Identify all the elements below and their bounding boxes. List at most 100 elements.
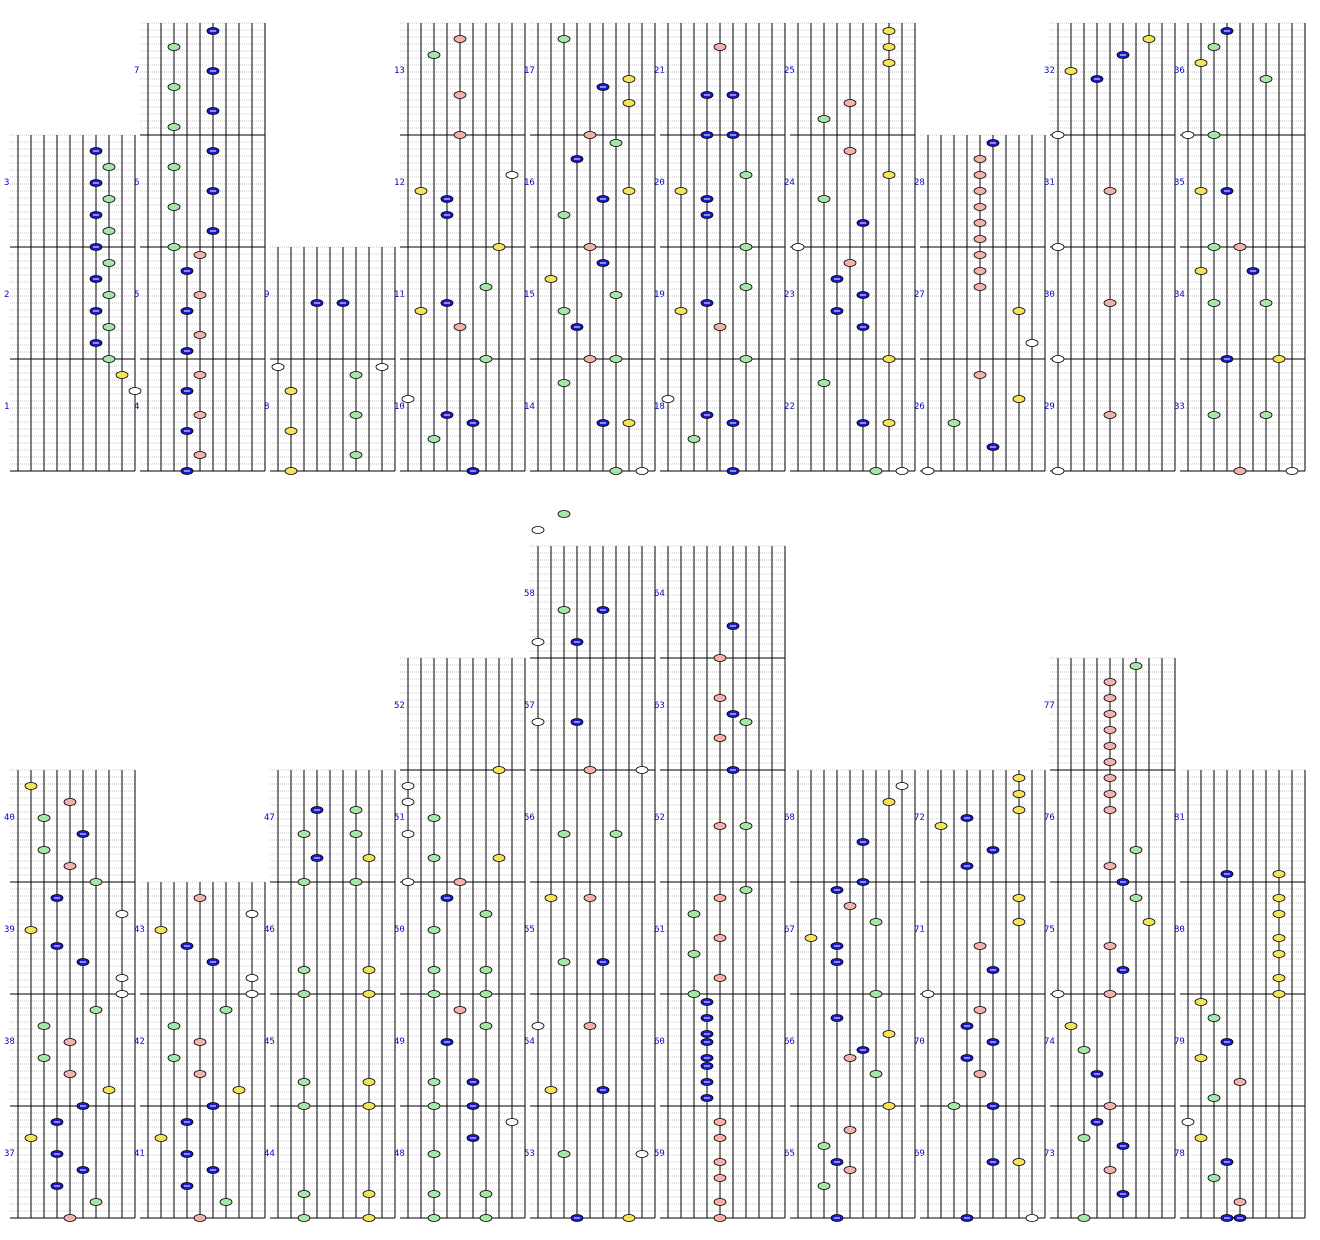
note-green [1207, 243, 1221, 251]
note-green [739, 822, 753, 830]
measure-number: 46 [264, 925, 275, 935]
measure-number: 39 [4, 925, 15, 935]
note-green [479, 1022, 493, 1030]
note-white [1025, 1214, 1039, 1222]
measure-number: 51 [394, 813, 405, 823]
note-yellow [362, 1214, 376, 1222]
note-green [1077, 1214, 1091, 1222]
note-yellow [1142, 918, 1156, 926]
measure-number: 42 [134, 1037, 145, 1047]
note-yellow [1194, 187, 1208, 195]
note-yellow [362, 1190, 376, 1198]
note-yellow [1142, 35, 1156, 43]
note-green [297, 1190, 311, 1198]
note-green [557, 307, 571, 315]
note-yellow [154, 1134, 168, 1142]
measure-number: 12 [394, 178, 405, 188]
note-yellow [622, 187, 636, 195]
note-yellow [1272, 990, 1286, 998]
note-yellow [1272, 894, 1286, 902]
note-green [167, 1054, 181, 1062]
measure-number: 56 [524, 813, 535, 823]
note-yellow [1272, 870, 1286, 878]
note-yellow [284, 427, 298, 435]
note-yellow [882, 171, 896, 179]
note-yellow [544, 1086, 558, 1094]
note-green [479, 1214, 493, 1222]
note-green [687, 990, 701, 998]
note-green [1207, 131, 1221, 139]
note-green [102, 323, 116, 331]
measure-number: 32 [1044, 66, 1055, 76]
note-red [1103, 990, 1117, 998]
measure-number: 5 [134, 290, 139, 300]
note-green [349, 411, 363, 419]
measure-number: 66 [784, 1037, 795, 1047]
note-red [63, 1038, 77, 1046]
note-red [843, 147, 857, 155]
note-white [635, 1150, 649, 1158]
note-white [115, 910, 129, 918]
measure-number: 4 [134, 402, 139, 412]
measure-number: 3 [4, 178, 9, 188]
note-yellow [1194, 1054, 1208, 1062]
note-green [349, 451, 363, 459]
note-yellow [1012, 1158, 1026, 1166]
note-yellow [102, 1086, 116, 1094]
measure-number: 73 [1044, 1149, 1055, 1159]
note-white [531, 1022, 545, 1030]
note-green [739, 718, 753, 726]
note-red [1103, 411, 1117, 419]
note-white [505, 1118, 519, 1126]
note-yellow [674, 307, 688, 315]
note-yellow [1194, 1134, 1208, 1142]
note-green [89, 1006, 103, 1014]
note-red [1103, 710, 1117, 718]
measure-number: 70 [914, 1037, 925, 1047]
note-red [713, 1174, 727, 1182]
measure-number: 77 [1044, 701, 1055, 711]
measure-number: 63 [654, 701, 665, 711]
note-red [63, 862, 77, 870]
note-yellow [882, 27, 896, 35]
measure-number: 61 [654, 925, 665, 935]
measure-number: 37 [4, 1149, 15, 1159]
note-red [193, 894, 207, 902]
measure-number: 49 [394, 1037, 405, 1047]
measure-number: 15 [524, 290, 535, 300]
note-yellow [24, 1134, 38, 1142]
measure-number: 21 [654, 66, 665, 76]
note-green [687, 910, 701, 918]
note-green [427, 854, 441, 862]
note-white [1181, 1118, 1195, 1126]
note-green [427, 1102, 441, 1110]
note-white [1051, 131, 1065, 139]
note-green [479, 910, 493, 918]
measure-number: 20 [654, 178, 665, 188]
note-yellow [362, 966, 376, 974]
note-red [63, 1214, 77, 1222]
measure-number: 59 [654, 1149, 665, 1159]
note-white [1051, 990, 1065, 998]
note-green [349, 830, 363, 838]
measure-number: 6 [134, 178, 139, 188]
note-yellow [1272, 974, 1286, 982]
measure-number: 33 [1174, 402, 1185, 412]
note-red [193, 451, 207, 459]
note-green [739, 283, 753, 291]
measure-number: 67 [784, 925, 795, 935]
note-white [245, 910, 259, 918]
measure-number: 69 [914, 1149, 925, 1159]
note-red [1103, 299, 1117, 307]
note-yellow [1272, 950, 1286, 958]
measure-number: 9 [264, 290, 269, 300]
note-red [713, 1214, 727, 1222]
note-green [427, 966, 441, 974]
note-red [973, 283, 987, 291]
measure-number: 7 [134, 66, 139, 76]
note-yellow [882, 43, 896, 51]
note-green [37, 1022, 51, 1030]
note-white [401, 798, 415, 806]
note-green [37, 1054, 51, 1062]
note-red [713, 694, 727, 702]
